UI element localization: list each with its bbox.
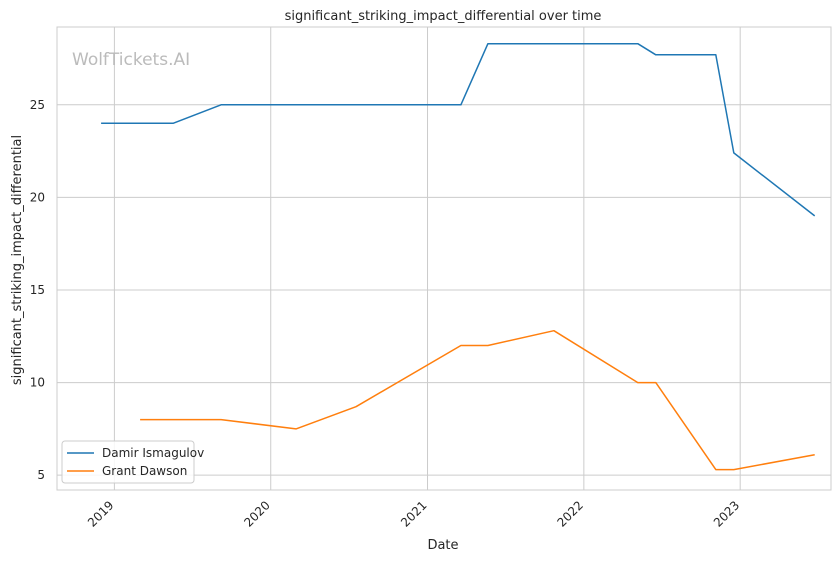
y-tick-label: 20 <box>30 190 45 204</box>
y-axis-label: significant_striking_impact_differential <box>10 135 25 385</box>
plot-frame <box>56 26 832 491</box>
x-tick-label: 2021 <box>398 498 429 529</box>
legend-label: Damir Ismagulov <box>102 446 204 460</box>
watermark: WolfTickets.AI <box>72 50 190 70</box>
series-lines <box>101 42 816 471</box>
y-tick-label: 25 <box>30 98 45 112</box>
x-axis-ticks: 2019 2020 2021 2022 2023 <box>85 498 742 529</box>
x-tick-label: 2022 <box>554 498 585 529</box>
series-line <box>140 329 815 471</box>
x-axis-label: Date <box>427 538 458 553</box>
legend-box <box>61 440 195 484</box>
y-tick-label: 5 <box>37 468 45 482</box>
x-tick-label: 2019 <box>85 498 116 529</box>
y-tick-label: 10 <box>30 376 45 390</box>
series-line <box>101 42 816 217</box>
chart-title: significant_striking_impact_differential… <box>285 9 602 24</box>
x-tick-label: 2020 <box>241 498 272 529</box>
grid <box>57 27 831 490</box>
legend-label: Grant Dawson <box>102 464 187 478</box>
legend: Damir Ismagulov Grant Dawson <box>61 440 204 484</box>
y-axis-ticks: 5 10 15 20 25 <box>30 98 45 482</box>
y-tick-label: 15 <box>30 283 45 297</box>
x-tick-label: 2023 <box>711 498 742 529</box>
